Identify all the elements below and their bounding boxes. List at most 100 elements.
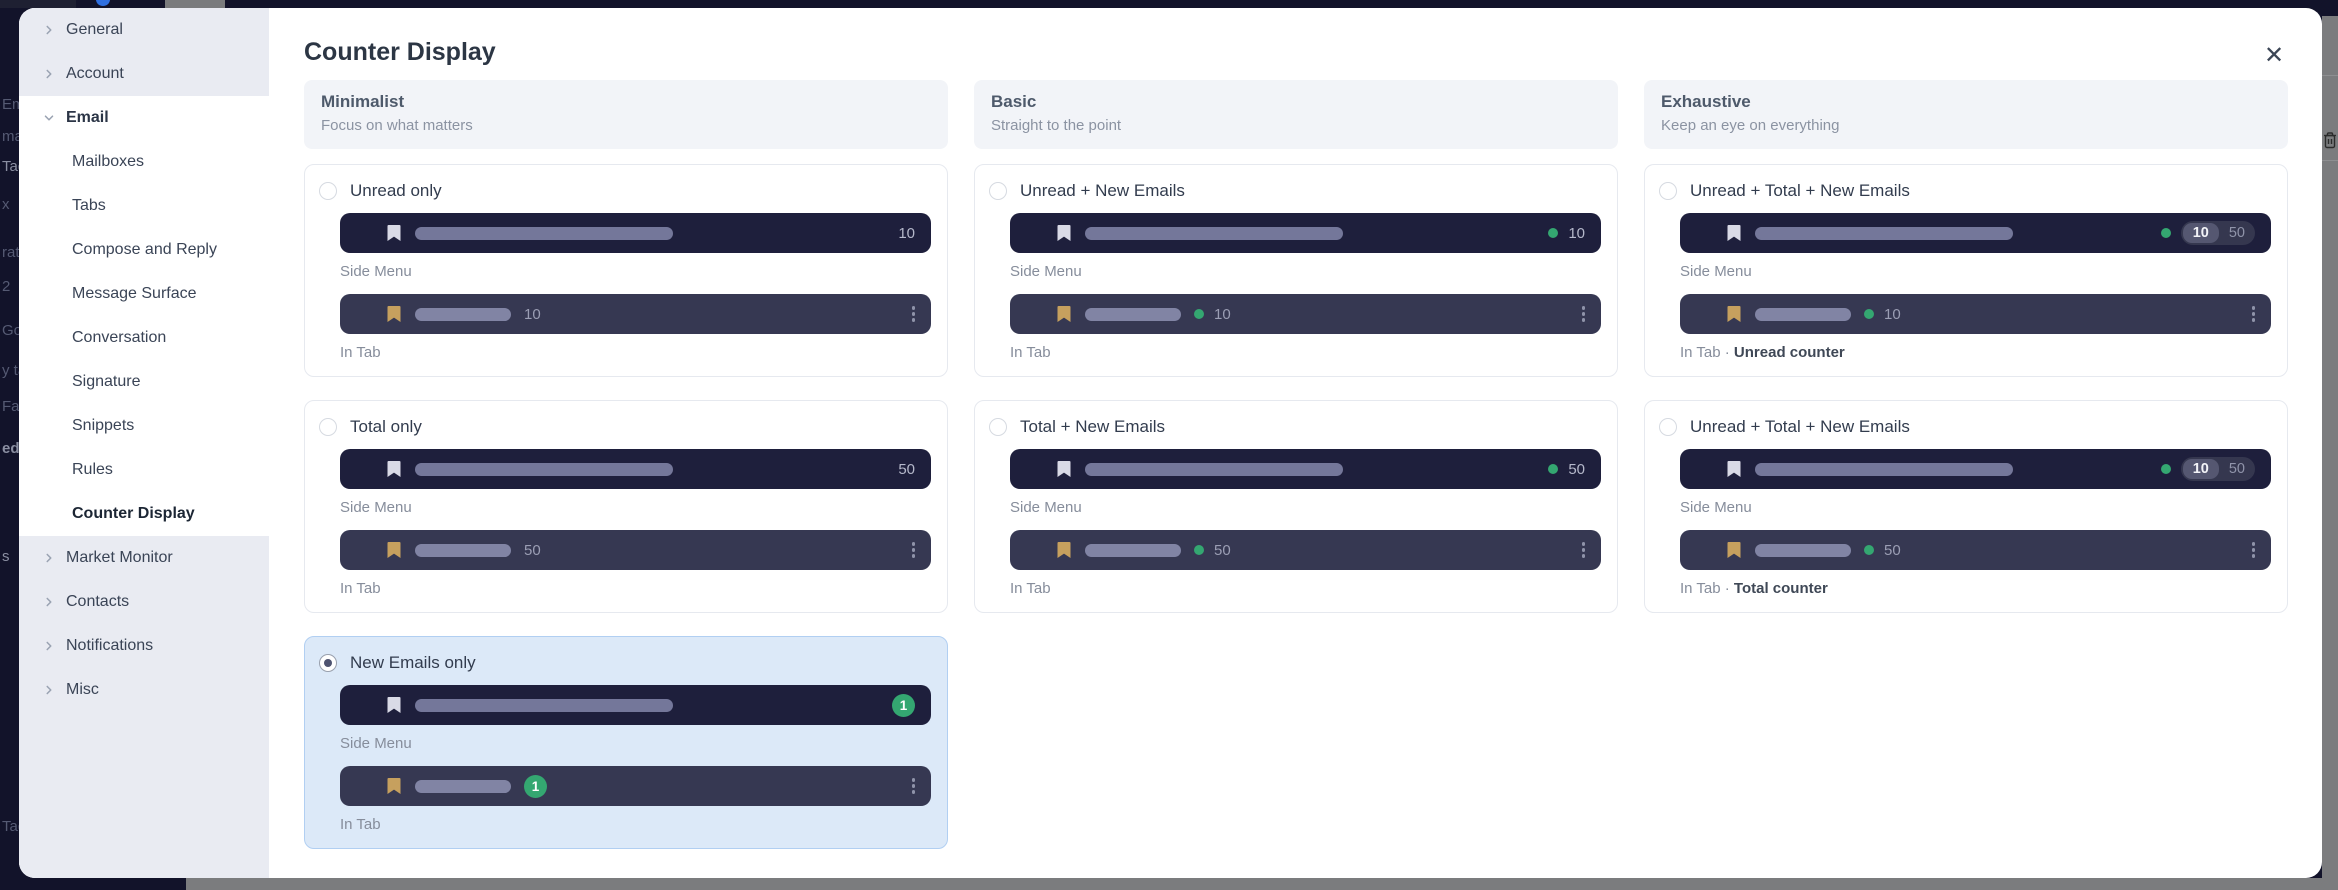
chevron-right-icon <box>46 641 52 651</box>
sidebar-item-general[interactable]: General <box>19 8 269 52</box>
option-label: Total only <box>350 417 422 436</box>
option-card-unread-total-new-emails[interactable]: Unread + Total + New Emails 10 50 Side Menu… <box>1644 164 2288 377</box>
chevron-right-icon <box>46 25 52 35</box>
chevron-right-icon <box>46 597 52 607</box>
option-card-unread-new-emails[interactable]: Unread + New Emails 10 Side Menu 10 In Tab <box>974 164 1618 377</box>
sidebar-item-compose-and-reply[interactable]: Compose and Reply <box>19 228 269 272</box>
sidebar-item-tabs[interactable]: Tabs <box>19 184 269 228</box>
column-title: Minimalist <box>321 92 405 111</box>
kebab-menu-icon <box>911 542 915 558</box>
sidebar-item-signature[interactable]: Signature <box>19 360 269 404</box>
sidebar-section-1: Email Mailboxes Tabs Compose and Reply Messa… <box>19 96 269 536</box>
side-menu-caption: Side Menu <box>1010 499 1082 516</box>
column-subtitle: Keep an eye on everything <box>1661 117 1840 134</box>
underlay-fragment: x <box>2 196 10 213</box>
in-tab-caption: In Tab <box>1010 344 1051 361</box>
in-tab-preview: 10 <box>340 294 931 334</box>
option-label: New Emails only <box>350 653 476 672</box>
trash-icon <box>2323 132 2337 154</box>
counter-value: 50 <box>524 541 541 559</box>
sidebar-item-counter-display[interactable]: Counter Display <box>19 492 269 536</box>
side-menu-preview: 1 <box>340 685 931 725</box>
sidebar-item-mailboxes[interactable]: Mailboxes <box>19 140 269 184</box>
underlay-avatar-dot <box>96 0 110 6</box>
radio-total-only[interactable] <box>319 418 337 436</box>
sidebar-item-label: Signature <box>72 373 141 390</box>
sidebar-item-snippets[interactable]: Snippets <box>19 404 269 448</box>
side-menu-caption: Side Menu <box>340 263 412 280</box>
in-tab-counter: 10 <box>524 306 541 323</box>
radio-unread-only[interactable] <box>319 182 337 200</box>
in-tab-preview: 1 <box>340 766 931 806</box>
sidebar-item-label: Counter Display <box>72 505 195 522</box>
sidebar-item-email[interactable]: Email <box>19 96 269 140</box>
side-menu-caption: Side Menu <box>1680 499 1752 516</box>
option-card-unread-total-new-emails[interactable]: Unread + Total + New Emails 10 50 Side Menu… <box>1644 400 2288 613</box>
option-label: Unread + Total + New Emails <box>1690 181 1910 200</box>
side-menu-preview: 50 <box>340 449 931 489</box>
side-menu-caption: Side Menu <box>340 735 412 752</box>
sidebar-item-contacts[interactable]: Contacts <box>19 580 269 624</box>
column-subtitle: Focus on what matters <box>321 117 473 134</box>
sidebar-item-conversation[interactable]: Conversation <box>19 316 269 360</box>
bookmark-icon <box>1727 306 1741 322</box>
sidebar-item-rules[interactable]: Rules <box>19 448 269 492</box>
total-count: 50 <box>2228 461 2245 477</box>
side-menu-counter: 10 <box>898 225 915 242</box>
side-menu-caption: Side Menu <box>1010 263 1082 280</box>
sidebar-item-notifications[interactable]: Notifications <box>19 624 269 668</box>
new-emails-count: 10 <box>1568 224 1585 242</box>
kebab-menu-icon <box>911 778 915 794</box>
side-menu-caption: Side Menu <box>1680 263 1752 280</box>
radio-unread-new-emails[interactable] <box>989 182 1007 200</box>
in-tab-preview: 50 <box>340 530 931 570</box>
counter-value: 10 <box>524 305 541 323</box>
option-card-total-new-emails[interactable]: Total + New Emails 50 Side Menu 50 In Tab <box>974 400 1618 613</box>
skeleton-text <box>1755 462 2013 476</box>
radio-total-new-emails[interactable] <box>989 418 1007 436</box>
skeleton-text <box>1085 543 1181 557</box>
radio-new-emails-only[interactable] <box>319 654 337 672</box>
new-emails-count: 10 <box>1884 305 1901 323</box>
option-row: Unread + Total + New Emails <box>1659 181 2271 201</box>
page-title: Counter Display <box>304 38 496 66</box>
in-tab-preview: 10 <box>1010 294 1601 334</box>
radio-unread-total-new-emails[interactable] <box>1659 418 1677 436</box>
column-basic: Basic Straight to the point Unread + New E… <box>974 80 1618 613</box>
sidebar-item-market-monitor[interactable]: Market Monitor <box>19 536 269 580</box>
sidebar-item-label: Misc <box>66 681 99 698</box>
sidebar-item-label: Account <box>66 65 124 82</box>
skeleton-text <box>1085 462 1343 476</box>
option-label: Unread + Total + New Emails <box>1690 417 1910 436</box>
kebab-menu-icon <box>2251 542 2255 558</box>
sidebar-item-label: General <box>66 21 123 38</box>
option-row: Total only <box>319 417 931 437</box>
radio-unread-total-new-emails[interactable] <box>1659 182 1677 200</box>
option-row: New Emails only <box>319 653 931 673</box>
column-title: Exhaustive <box>1661 92 1751 111</box>
column-title: Basic <box>991 92 1037 111</box>
skeleton-text <box>415 779 511 793</box>
sidebar-item-misc[interactable]: Misc <box>19 668 269 712</box>
side-menu-counter: 50 <box>898 461 915 478</box>
unread-count: 10 <box>2182 223 2219 243</box>
option-card-total-only[interactable]: Total only 50 Side Menu 50 In Tab <box>304 400 948 613</box>
in-tab-caption: In Tab · Unread counter <box>1680 344 1845 361</box>
sidebar-item-label: Rules <box>72 461 113 478</box>
sidebar-item-message-surface[interactable]: Message Surface <box>19 272 269 316</box>
skeleton-text <box>415 698 673 712</box>
underlay-fragment: rat <box>2 244 20 261</box>
in-tab-counter: 1 <box>524 774 547 798</box>
unread-total-pill: 10 50 <box>2180 457 2255 481</box>
option-row: Unread only <box>319 181 931 201</box>
new-emails-dot-icon <box>2160 464 2171 474</box>
option-card-new-emails-only[interactable]: New Emails only 1 Side Menu 1 In Tab <box>304 636 948 849</box>
sidebar-item-account[interactable]: Account <box>19 52 269 96</box>
option-card-unread-only[interactable]: Unread only 10 Side Menu 10 In Tab <box>304 164 948 377</box>
skeleton-text <box>415 226 673 240</box>
counter-value: 50 <box>898 460 915 478</box>
sidebar-item-label: Tabs <box>72 197 106 214</box>
close-button[interactable]: ✕ <box>2258 40 2290 72</box>
column-exhaustive: Exhaustive Keep an eye on everything Unrea… <box>1644 80 2288 613</box>
bookmark-icon <box>1057 306 1071 322</box>
